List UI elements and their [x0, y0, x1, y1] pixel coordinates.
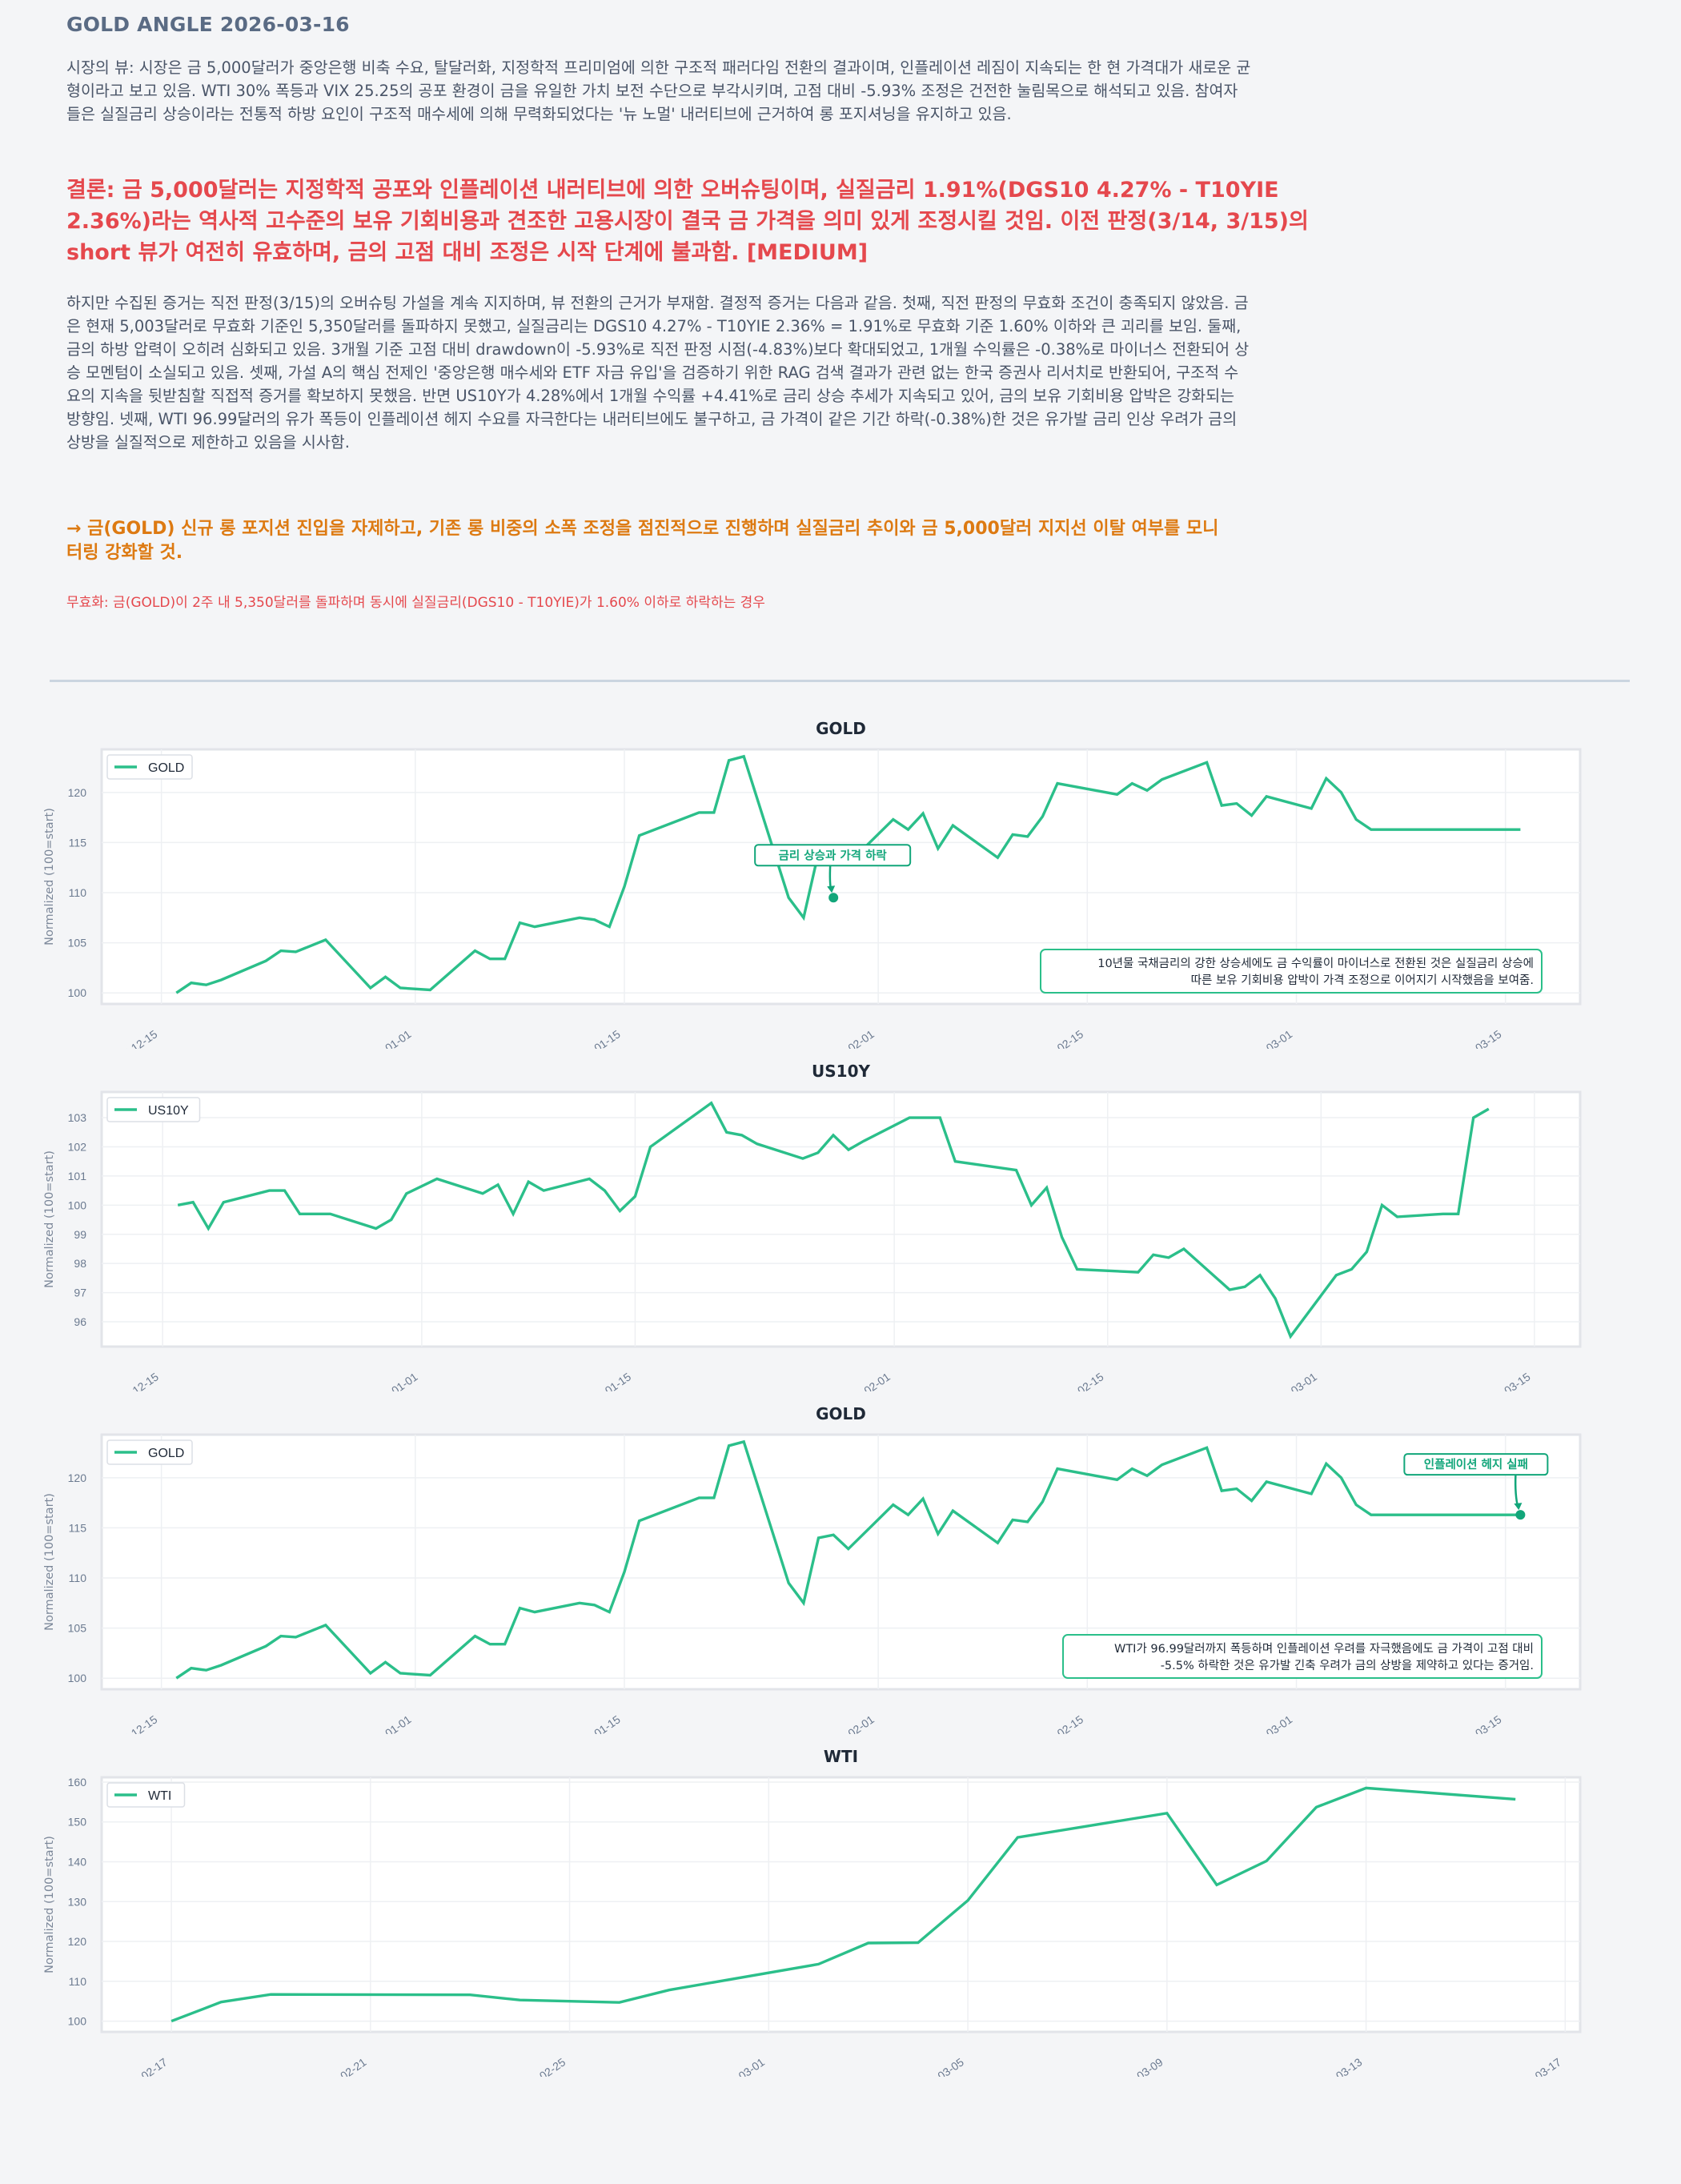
legend-label: WTI	[148, 1789, 171, 1803]
x-tick-label: 2026-01-01	[366, 1370, 420, 1391]
x-tick-label: 2026-01-01	[359, 1027, 414, 1049]
insight-note: WTI가 96.99달러까지 폭등하며 인플레이션 우려를 자극했음에도 금 가…	[1062, 1634, 1543, 1679]
y-tick-label: 120	[68, 786, 87, 799]
x-tick-label: 2026-01-15	[568, 1027, 623, 1049]
x-tick-label: 2026-02-01	[822, 1027, 877, 1049]
y-tick-label: 105	[68, 1622, 87, 1635]
y-tick-label: 97	[74, 1287, 86, 1299]
wti-chart: WTI 100 110 120 130 140 150 160 2026-02-17 2026-0…	[43, 1747, 1582, 2077]
y-tick-label: 101	[68, 1170, 87, 1182]
legend: US10Y	[106, 1097, 201, 1122]
insight-note: 10년물 국채금리의 강한 상승세에도 금 수익률이 마이너스로 전환된 것은 …	[1040, 949, 1543, 994]
x-tick-label: 2026-02-01	[838, 1370, 893, 1391]
x-tick-label: 2026-03-17	[1509, 2055, 1563, 2077]
y-tick-label: 98	[74, 1257, 86, 1270]
y-tick-label: 120	[68, 1471, 87, 1484]
y-tick-label: 115	[69, 1521, 87, 1534]
arrow-head-icon	[1514, 1503, 1523, 1511]
y-axis-label: Normalized (100=start)	[43, 808, 56, 945]
annotation-marker	[1515, 1510, 1526, 1520]
legend: GOLD	[106, 754, 193, 780]
annotation: 금리 상승과 가격 하락	[754, 844, 912, 903]
x-tick-label: 2026-02-21	[315, 2055, 369, 2077]
y-axis-label: Normalized (100=start)	[43, 1493, 56, 1631]
action-recommendation: → 금(GOLD) 신규 롱 포지션 진입을 자제하고, 기존 롱 비중의 소폭…	[66, 519, 1219, 563]
y-tick-label: 105	[68, 937, 87, 949]
y-tick-label: 96	[74, 1315, 86, 1328]
note-text: WTI가 96.99달러까지 폭등하며 인플레이션 우려를 자극했음에도 금 가…	[1114, 1642, 1534, 1672]
y-tick-label: 102	[68, 1140, 87, 1153]
x-tick-label: 2026-01-15	[579, 1370, 633, 1391]
legend-label: GOLD	[148, 1447, 184, 1460]
x-tick-label: 2026-01-01	[359, 1712, 414, 1734]
invalidation-condition: 무효화: 금(GOLD)이 2주 내 5,350달러를 돌파하며 동시에 실질금…	[66, 595, 765, 611]
x-tick-label: 2025-12-15	[105, 1027, 159, 1049]
chart-title: GOLD	[816, 719, 866, 738]
x-tick-label: 2026-03-01	[1265, 1370, 1319, 1391]
series-line-wti	[171, 1786, 1516, 2023]
annotation-label: 금리 상승과 가격 하락	[779, 848, 888, 862]
y-tick-label: 150	[68, 1816, 87, 1829]
y-tick-label: 115	[69, 836, 87, 849]
x-tick-label: 2026-02-25	[513, 2055, 568, 2077]
y-tick-label: 99	[74, 1228, 86, 1241]
x-tick-label: 2026-02-17	[115, 2055, 170, 2077]
legend: GOLD	[106, 1439, 193, 1465]
legend-label: GOLD	[148, 761, 184, 775]
note-text: 10년물 국채금리의 강한 상승세에도 금 수익률이 마이너스로 전환된 것은 …	[1097, 957, 1534, 987]
x-tick-label: 2026-03-01	[1240, 1712, 1294, 1734]
x-tick-label: 2026-03-13	[1310, 2055, 1364, 2077]
us10y-chart: US10Y 96 97 98 99 100 101 102 103 2025-12-15 2026-…	[43, 1062, 1582, 1391]
y-tick-label: 100	[68, 1672, 87, 1684]
series-line-gold	[175, 1439, 1521, 1680]
y-tick-label: 140	[68, 1856, 87, 1869]
annotation-label: 인플레이션 헤지 실패	[1424, 1457, 1528, 1471]
annotation: 인플레이션 헤지 실패	[1403, 1453, 1549, 1520]
gold-chart-1: GOLD 100 105 110 115 120 2025-12-15 2026-01-01 2…	[43, 719, 1582, 1049]
x-tick-label: 2026-03-09	[1111, 2055, 1165, 2077]
y-axis-label: Normalized (100=start)	[43, 1150, 56, 1288]
x-tick-label: 2026-02-15	[1031, 1712, 1085, 1734]
y-tick-label: 103	[68, 1111, 87, 1124]
y-tick-label: 110	[69, 1572, 87, 1584]
x-tick-label: 2026-03-01	[712, 2055, 767, 2077]
chart-title: US10Y	[812, 1062, 870, 1081]
plot-area	[100, 1776, 1582, 2033]
x-tick-label: 2026-03-15	[1478, 1370, 1533, 1391]
x-tick-label: 2026-03-15	[1450, 1712, 1504, 1734]
gold-chart-2: GOLD 100 105 110 115 120 2025-12-15 2026-01-01 2…	[43, 1404, 1582, 1734]
y-axis-label: Normalized (100=start)	[43, 1836, 56, 1973]
chart-title: WTI	[824, 1747, 858, 1766]
x-tick-label: 2026-03-05	[912, 2055, 966, 2077]
y-tick-label: 130	[68, 1895, 87, 1908]
evidence-paragraph: 하지만 수집된 증거는 직전 판정(3/15)의 오버슈팅 가설을 계속 지지하…	[66, 294, 1250, 452]
y-tick-label: 110	[69, 1975, 87, 1988]
x-tick-label: 2026-03-01	[1240, 1027, 1294, 1049]
x-tick-label: 2026-02-01	[822, 1712, 877, 1734]
page-title: GOLD ANGLE 2026-03-16	[66, 13, 350, 36]
y-tick-label: 100	[68, 986, 87, 999]
y-tick-label: 120	[68, 1935, 87, 1948]
market-view-paragraph: 시장의 뷰: 시장은 금 5,000달러가 중앙은행 비축 수요, 탈달러화, …	[66, 58, 1251, 123]
x-tick-label: 2026-01-15	[568, 1712, 623, 1734]
annotation-marker	[828, 893, 839, 903]
conclusion-paragraph: 결론: 금 5,000달러는 지정학적 공포와 인플레이션 내러티브에 의한 오…	[66, 178, 1309, 265]
legend-label: US10Y	[148, 1104, 189, 1118]
x-tick-label: 2025-12-15	[106, 1370, 161, 1391]
section-divider	[50, 680, 1630, 682]
chart-title: GOLD	[816, 1404, 866, 1423]
y-tick-label: 100	[68, 1198, 87, 1211]
x-tick-label: 2025-12-15	[105, 1712, 159, 1734]
x-tick-label: 2026-03-15	[1450, 1027, 1504, 1049]
y-tick-label: 100	[68, 2015, 87, 2028]
arrow-head-icon	[827, 885, 836, 893]
y-tick-label: 110	[69, 886, 87, 899]
y-tick-label: 160	[68, 1776, 87, 1789]
x-tick-label: 2026-02-15	[1031, 1027, 1085, 1049]
legend: WTI	[106, 1782, 186, 1808]
x-tick-label: 2026-02-15	[1052, 1370, 1106, 1391]
series-line-us10y	[177, 1101, 1490, 1339]
plot-area	[100, 1090, 1582, 1348]
